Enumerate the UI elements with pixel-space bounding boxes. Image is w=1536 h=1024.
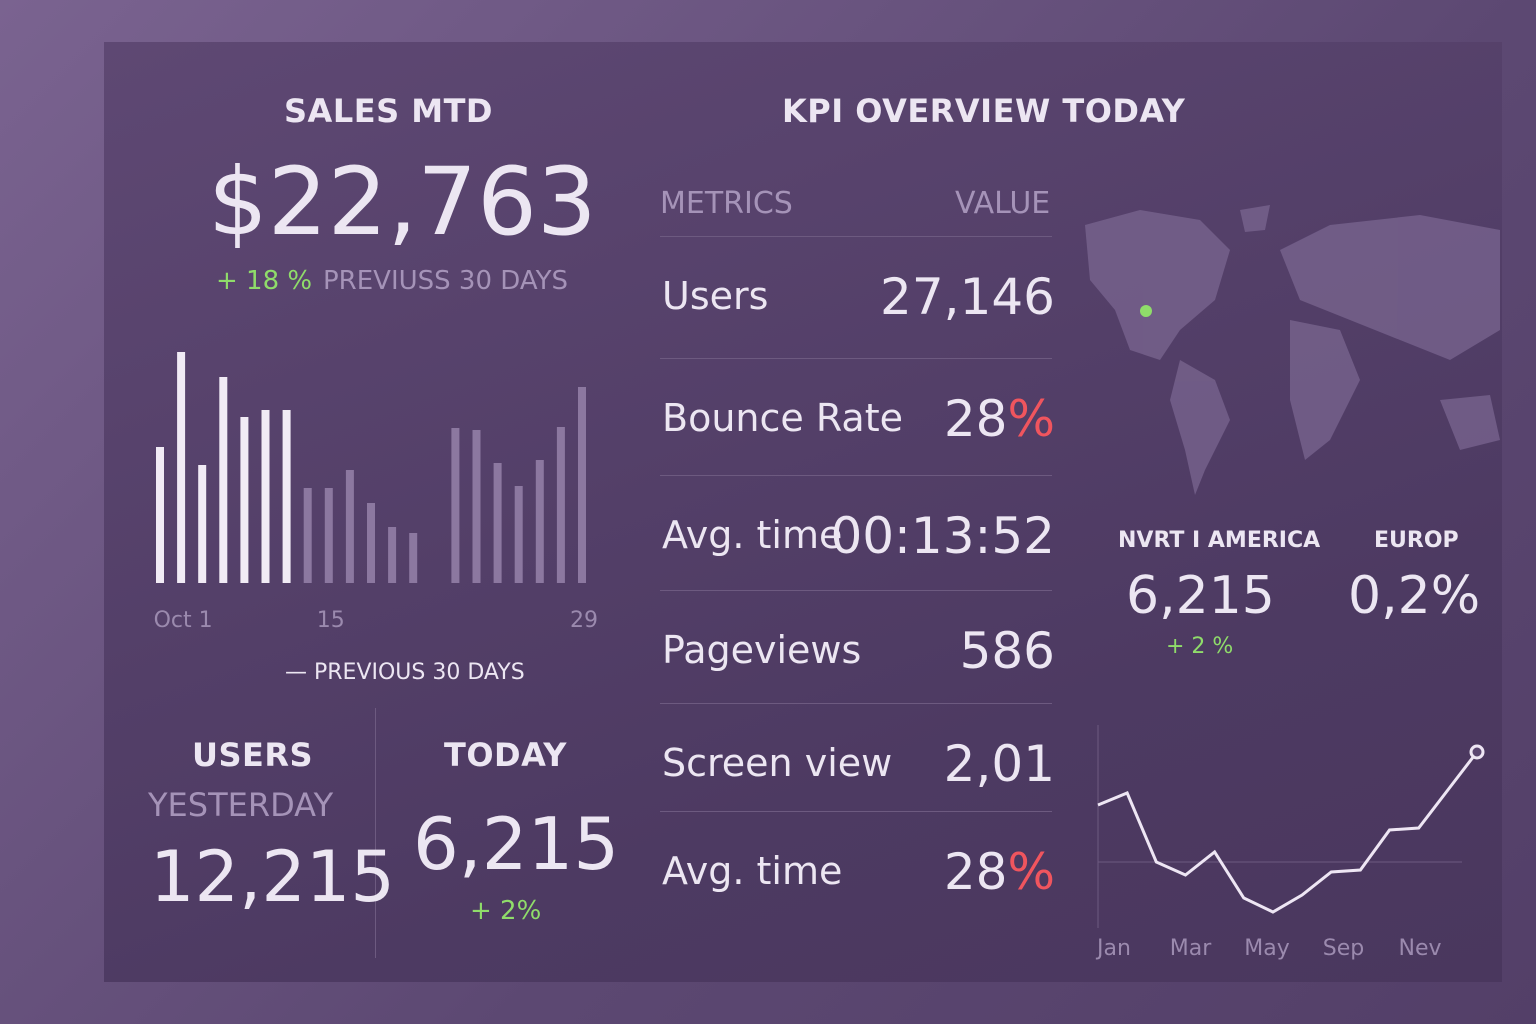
sales-amount: $22,763 — [208, 148, 597, 257]
unit: % — [1007, 843, 1055, 901]
world-map — [1085, 205, 1500, 495]
row-divider — [660, 358, 1052, 359]
line-end — [1469, 744, 1485, 760]
bar — [177, 352, 186, 583]
bar — [514, 486, 523, 583]
x-tick-label: Sep — [1323, 936, 1364, 961]
metric: Screen view — [662, 741, 893, 785]
unit: % — [1007, 390, 1055, 448]
bar — [367, 503, 375, 583]
row-divider — [660, 811, 1052, 812]
region-value: 6,215 — [1126, 566, 1275, 626]
metric-value: 28% — [943, 390, 1055, 448]
bar — [409, 533, 418, 583]
title: KPI OVERVIEW TODAY — [782, 92, 1186, 130]
value: 6,215 — [413, 802, 620, 886]
bar — [535, 460, 544, 583]
bar — [388, 527, 397, 583]
row-divider — [660, 475, 1052, 476]
map-marker — [1140, 305, 1152, 317]
bar — [219, 377, 228, 583]
metric-value: 00:13:52 — [830, 507, 1055, 565]
x-tick-label: Mar — [1170, 936, 1212, 961]
metric-value: 586 — [959, 622, 1055, 680]
bar — [282, 410, 291, 583]
bar — [472, 430, 481, 583]
region-name: NVRT I AMERICA — [1118, 528, 1321, 553]
metric: Bounce Rate — [662, 396, 903, 440]
x-tick-label: May — [1244, 936, 1289, 961]
region-value: 0,2% — [1348, 566, 1481, 626]
bar — [198, 465, 207, 583]
metric: Users — [662, 274, 769, 318]
bar — [578, 387, 586, 583]
change: + 2% — [470, 896, 542, 926]
bar — [556, 427, 565, 583]
column-header: METRICS — [660, 186, 793, 221]
column-header: VALUE — [955, 186, 1051, 221]
row-divider — [660, 703, 1052, 704]
bar — [345, 470, 354, 583]
x-tick-label: Oct 1 — [154, 608, 213, 633]
bar — [451, 428, 460, 583]
line — [1097, 751, 1479, 914]
bar — [303, 488, 312, 583]
value: 12,215 — [150, 836, 395, 918]
title: SALES MTD — [284, 92, 493, 130]
panel — [104, 42, 1502, 982]
metric: Pageviews — [662, 628, 862, 672]
x-tick-label: 29 — [570, 608, 598, 633]
bar — [493, 463, 502, 583]
metric: Avg. time — [662, 849, 843, 893]
bar — [240, 417, 249, 583]
bar — [261, 410, 270, 583]
x-tick-label: Nev — [1398, 936, 1441, 961]
title: TODAY — [444, 736, 567, 774]
period: PREVIUSS 30 DAYS — [323, 266, 568, 296]
divider — [375, 708, 376, 958]
region-name: EUROP — [1374, 528, 1459, 553]
bar — [324, 488, 333, 583]
x-tick-label: 15 — [317, 608, 345, 633]
label: YESTERDAY — [148, 786, 334, 824]
row-divider — [660, 236, 1052, 237]
title: USERS — [192, 736, 314, 774]
metric: Avg. time — [662, 513, 843, 557]
row-divider — [660, 590, 1052, 591]
region-change: + 2 % — [1166, 634, 1234, 659]
x-tick-label: Jan — [1095, 936, 1131, 961]
metric-value: 27,146 — [880, 268, 1055, 326]
legend: — PREVIOUS 30 DAYS — [285, 660, 525, 685]
legend-label: PREVIOUS 30 DAYS — [314, 660, 525, 685]
change: + 18 % — [216, 266, 313, 296]
metric-value: 28% — [943, 843, 1055, 901]
bar — [156, 447, 164, 583]
metric-value: 2,01 — [943, 735, 1055, 793]
